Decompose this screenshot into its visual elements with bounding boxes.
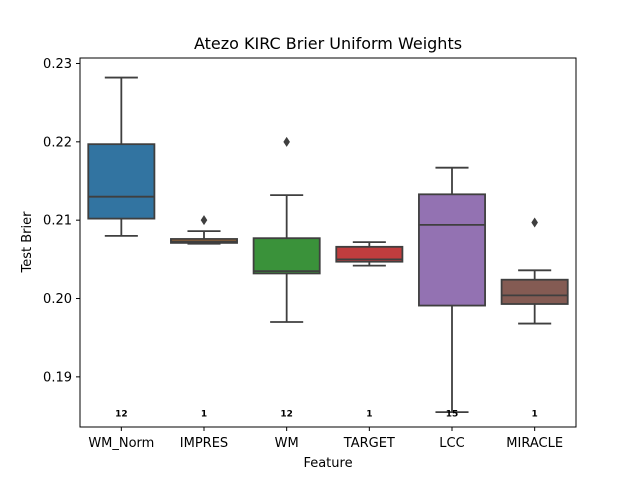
y-tick-label: 0.19	[43, 370, 72, 385]
outlier-marker	[531, 217, 538, 228]
x-tick-label: TARGET	[343, 436, 395, 451]
box-target	[335, 241, 404, 267]
chart-title: Atezo KIRC Brier Uniform Weights	[194, 34, 462, 53]
y-axis-label: Test Brier	[20, 211, 35, 274]
plot-area	[80, 58, 576, 427]
box-lcc	[418, 166, 486, 414]
box-miracle	[500, 217, 569, 325]
y-axis: 0.19 0.20 0.21 0.22 0.23	[43, 57, 80, 385]
x-tick-label: LCC	[439, 436, 464, 451]
box-impres	[170, 215, 238, 245]
x-tick-label: IMPRES	[180, 436, 228, 451]
boxes-layer	[87, 76, 569, 414]
y-tick-label: 0.23	[43, 57, 72, 72]
y-tick-label: 0.21	[43, 214, 72, 229]
count-label: 12	[280, 409, 293, 419]
outlier-marker	[283, 136, 290, 147]
count-label: 1	[532, 409, 538, 419]
count-label: 15	[446, 409, 459, 419]
count-label: 1	[366, 409, 372, 419]
count-label: 1	[201, 409, 207, 419]
iqr-box	[418, 193, 486, 307]
y-tick-label: 0.20	[43, 292, 72, 307]
x-axis-label: Feature	[303, 456, 352, 471]
box-wm-norm	[87, 76, 156, 237]
y-tick-label: 0.22	[43, 135, 72, 150]
iqr-box	[335, 245, 404, 263]
iqr-box	[87, 143, 156, 220]
x-tick-label: WM_Norm	[88, 436, 154, 451]
count-label: 12	[115, 409, 128, 419]
x-axis: WM_Norm IMPRES WM TARGET LCC MIRACLE	[88, 427, 563, 451]
x-tick-label: MIRACLE	[506, 436, 563, 451]
x-tick-label: WM	[275, 436, 299, 451]
outlier-marker	[200, 215, 208, 226]
plot-frame	[79, 57, 577, 428]
box-wm	[252, 136, 321, 323]
count-labels-layer: 12 1 12 1 15 1	[115, 409, 538, 419]
iqr-box	[500, 278, 569, 305]
iqr-box	[252, 237, 321, 275]
